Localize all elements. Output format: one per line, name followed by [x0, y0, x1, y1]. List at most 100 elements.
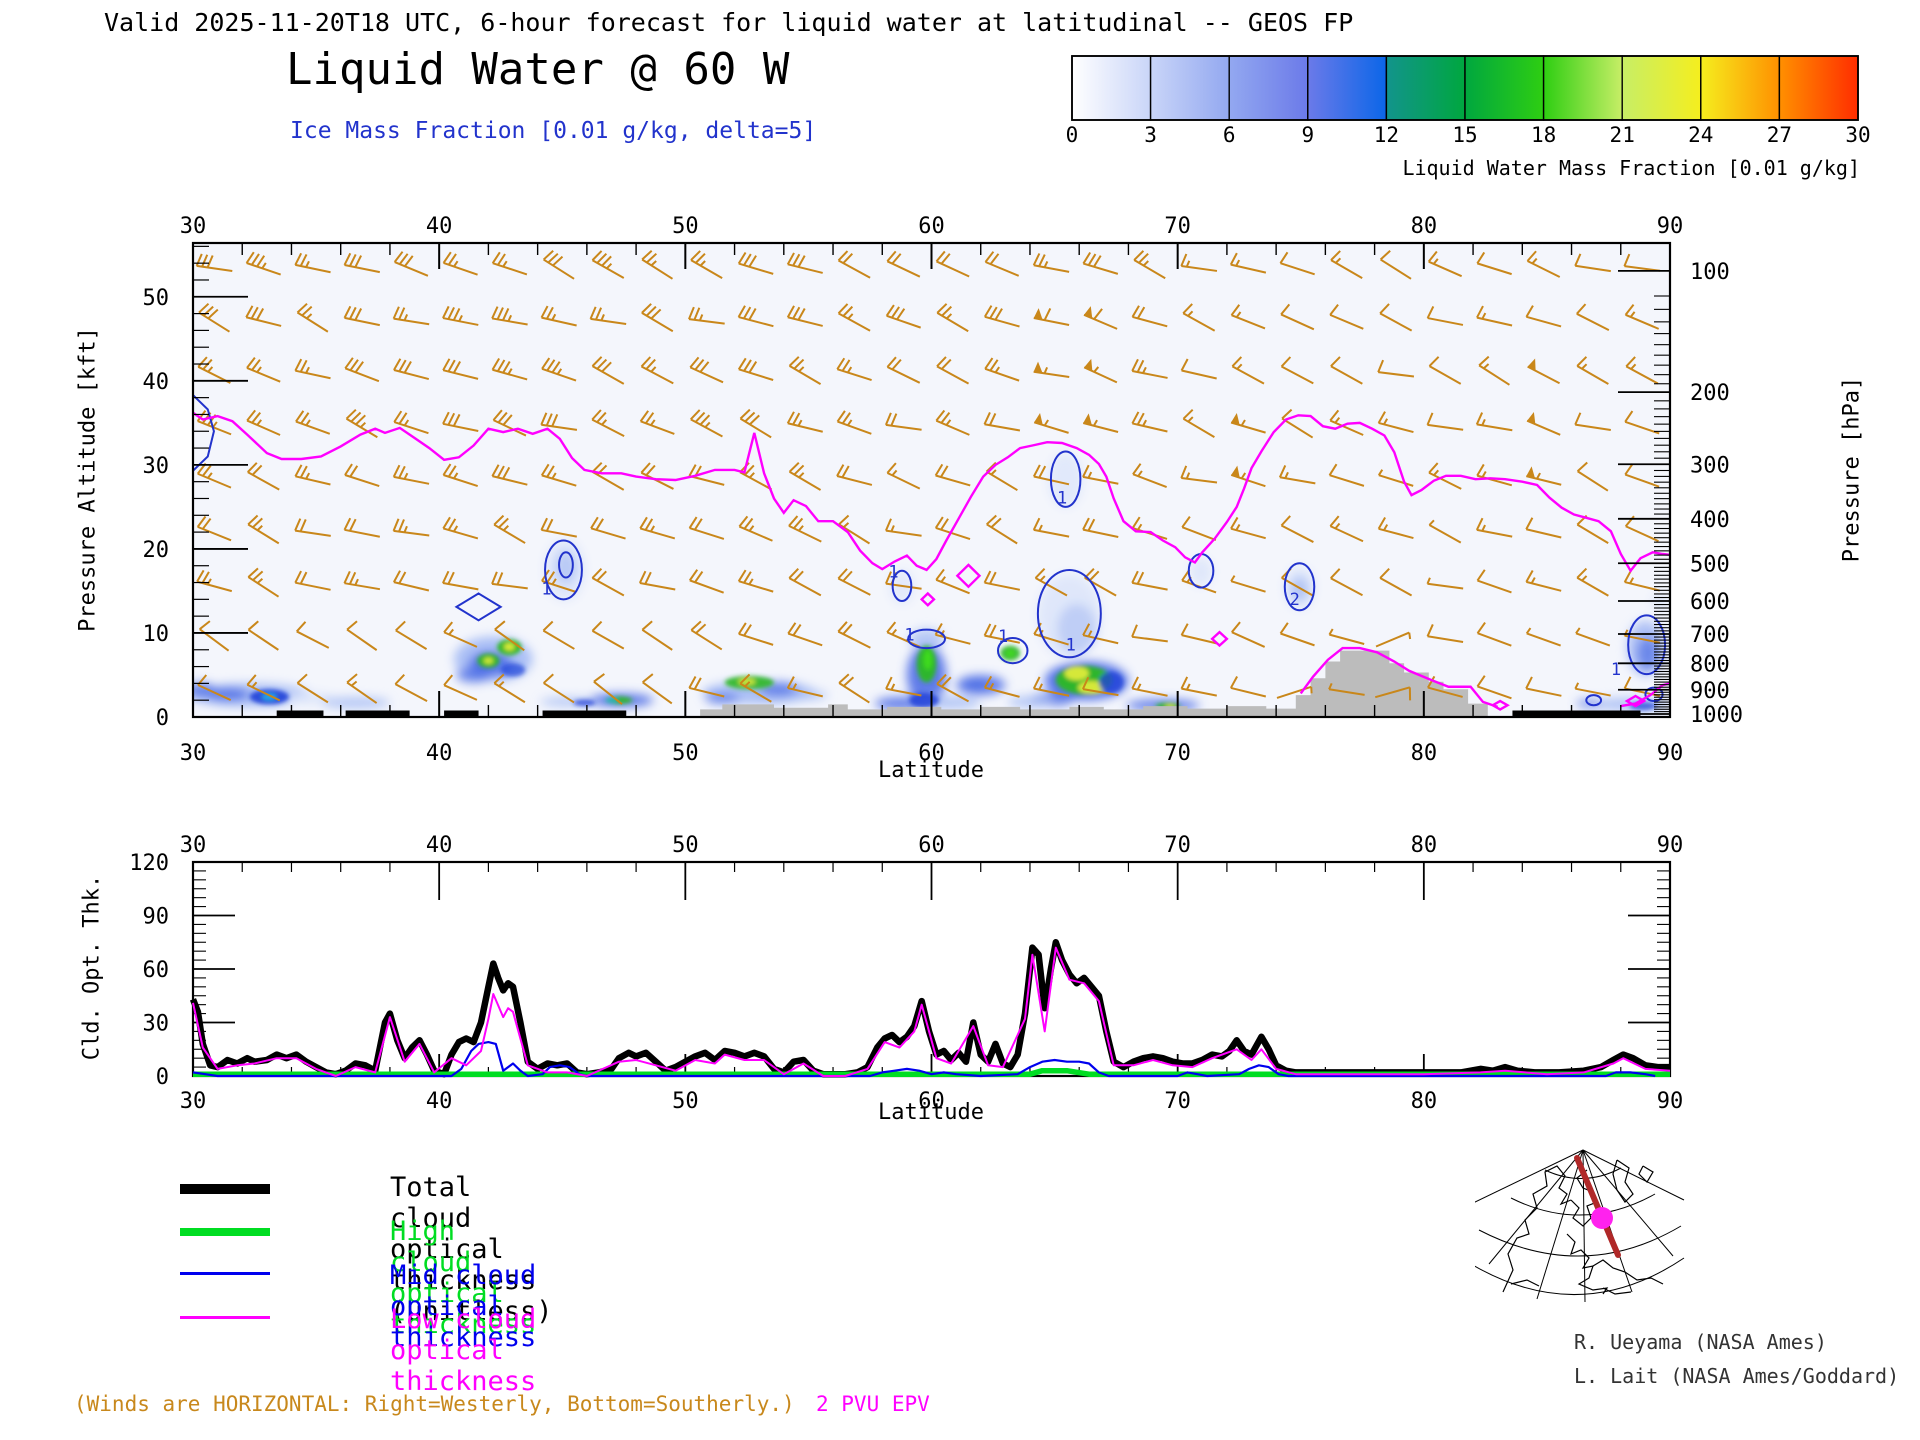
lower-lat-tick-top: 50 [672, 833, 699, 858]
series-low_magenta [192, 946, 1671, 1077]
colorbar-tick-label: 30 [1845, 123, 1870, 147]
pressure-tick-label: 900 [1690, 679, 1730, 704]
pressure-tick-label: 400 [1690, 508, 1730, 533]
colorbar-caption: Liquid Water Mass Fraction [0.01 g/kg] [1402, 156, 1860, 180]
ice-contour-label: 1 [888, 562, 898, 582]
lat-tick-bottom: 30 [180, 741, 207, 766]
legend-line-swatch [180, 1184, 270, 1194]
colorbar-tick-label: 0 [1066, 123, 1079, 147]
optical-thickness-plot: 30 30 40 40 50 50 60 60 70 70 80 80 90 90 0 30 60 90 120 [129, 833, 1683, 1114]
legend-line-swatch [180, 1272, 270, 1275]
ice-contour-label: 1 [541, 579, 551, 599]
colorbar-tick-label: 24 [1688, 123, 1713, 147]
lat-tick-top: 60 [918, 214, 945, 239]
kft-tick-label: 10 [143, 622, 170, 647]
ice-contour-label: 1 [1057, 489, 1067, 509]
map-graticule [1475, 1149, 1685, 1302]
pressure-tick-label: 100 [1690, 260, 1730, 285]
cot-tick-label: 120 [129, 851, 169, 876]
lat-tick-top: 80 [1411, 214, 1438, 239]
credit-author-2: L. Lait (NASA Ames/Goddard) [1574, 1364, 1900, 1388]
lat-tick-bottom: 60 [918, 741, 945, 766]
lat-tick-top: 40 [426, 214, 453, 239]
map-inset [1475, 1149, 1685, 1302]
lower-lat-tick-bottom: 90 [1657, 1089, 1684, 1114]
lower-lat-tick-top: 80 [1411, 833, 1438, 858]
epv-note: 2 PVU EPV [816, 1392, 930, 1416]
kft-tick-label: 20 [143, 538, 170, 563]
map-transect-line [1574, 1155, 1621, 1258]
kft-tick-label: 30 [143, 454, 170, 479]
legend-label: High cloud optical thickness [390, 1216, 537, 1340]
lower-lat-tick-top: 70 [1164, 833, 1191, 858]
lower-lat-tick-top: 40 [426, 833, 453, 858]
kft-tick-label: 50 [143, 286, 170, 311]
legend-line-swatch [180, 1228, 270, 1236]
pressure-tick-label: 600 [1690, 590, 1730, 615]
lat-tick-top: 70 [1164, 214, 1191, 239]
series-mid_blue [192, 1041, 1656, 1078]
map-coastlines [1502, 1159, 1664, 1295]
credit-author-1: R. Ueyama (NASA Ames) [1574, 1330, 1827, 1354]
lat-tick-top: 90 [1657, 214, 1684, 239]
pressure-tick-label: 300 [1690, 453, 1730, 478]
lower-lat-tick-bottom: 50 [672, 1089, 699, 1114]
lower-lat-tick-bottom: 70 [1164, 1089, 1191, 1114]
lower-lat-tick-top: 90 [1657, 833, 1684, 858]
x-axis-label-lower: Latitude [878, 1100, 984, 1125]
pressure-tick-label: 1000 [1690, 703, 1743, 728]
colorbar-tick-label: 21 [1610, 123, 1635, 147]
lat-tick-bottom: 80 [1411, 741, 1438, 766]
colorbar: 0 3 6 9 12 15 18 21 24 27 30 [1066, 55, 1871, 147]
ice-contour-label: 1 [1066, 636, 1076, 656]
pressure-tick-label: 500 [1690, 552, 1730, 577]
winds-note: (Winds are HORIZONTAL: Right=Westerly, B… [74, 1392, 795, 1416]
lat-tick-bottom: 40 [426, 741, 453, 766]
lower-lat-tick-bottom: 80 [1411, 1089, 1438, 1114]
colorbar-tick-label: 12 [1374, 123, 1399, 147]
validity-line: Valid 2025-11-20T18 UTC, 6-hour forecast… [104, 8, 1354, 37]
ice-contour-label: 2 [1290, 590, 1300, 610]
main-axes [191, 241, 1672, 719]
pressure-tick-label: 200 [1690, 381, 1730, 406]
lower-lat-tick-top: 60 [918, 833, 945, 858]
subtitle-ice-mass-fraction: Ice Mass Fraction [0.01 g/kg, delta=5] [290, 118, 817, 144]
kft-tick-label: 0 [156, 706, 169, 731]
ice-contour-label: 1 [1611, 660, 1621, 680]
wind-barbs [195, 249, 1661, 705]
lat-tick-bottom: 90 [1657, 741, 1684, 766]
pressure-tick-label: 800 [1690, 652, 1730, 677]
cot-tick-label: 30 [143, 1012, 170, 1037]
lat-tick-bottom: 70 [1164, 741, 1191, 766]
lower-lat-tick-bottom: 30 [180, 1089, 207, 1114]
colorbar-tick-label: 27 [1767, 123, 1792, 147]
colorbar-tick-label: 6 [1223, 123, 1236, 147]
x-axis-label-main: Latitude [878, 758, 984, 783]
lat-tick-top: 30 [180, 214, 207, 239]
legend-label: Total cloud optical thickness (unitless) [390, 1172, 553, 1327]
ice-contour-label: 1 [904, 626, 914, 646]
ice-contour-label: 1 [998, 627, 1008, 647]
cot-tick-label: 0 [156, 1065, 169, 1090]
lower-lat-tick-bottom: 40 [426, 1089, 453, 1114]
map-location-dot [1591, 1207, 1613, 1229]
colorbar-tick-label: 9 [1301, 123, 1314, 147]
legend-label: Low cloud optical thickness [390, 1304, 537, 1397]
terrain-profile [700, 650, 1488, 717]
legend-line-swatch [180, 1316, 270, 1319]
lower-lat-tick-top: 30 [180, 833, 207, 858]
colorbar-tick-label: 3 [1144, 123, 1157, 147]
pvu-line [193, 411, 1670, 711]
lower-lat-tick-bottom: 60 [918, 1089, 945, 1114]
colorbar-tick-label: 18 [1531, 123, 1556, 147]
colorbar-tick-label: 15 [1452, 123, 1477, 147]
cot-tick-label: 60 [143, 958, 170, 983]
pressure-tick-label: 700 [1690, 623, 1730, 648]
legend-label: Mid cloud optical thickness [390, 1260, 537, 1353]
kft-tick-label: 40 [143, 370, 170, 395]
page-title: Liquid Water @ 60 W [286, 44, 790, 95]
lat-tick-top: 50 [672, 214, 699, 239]
